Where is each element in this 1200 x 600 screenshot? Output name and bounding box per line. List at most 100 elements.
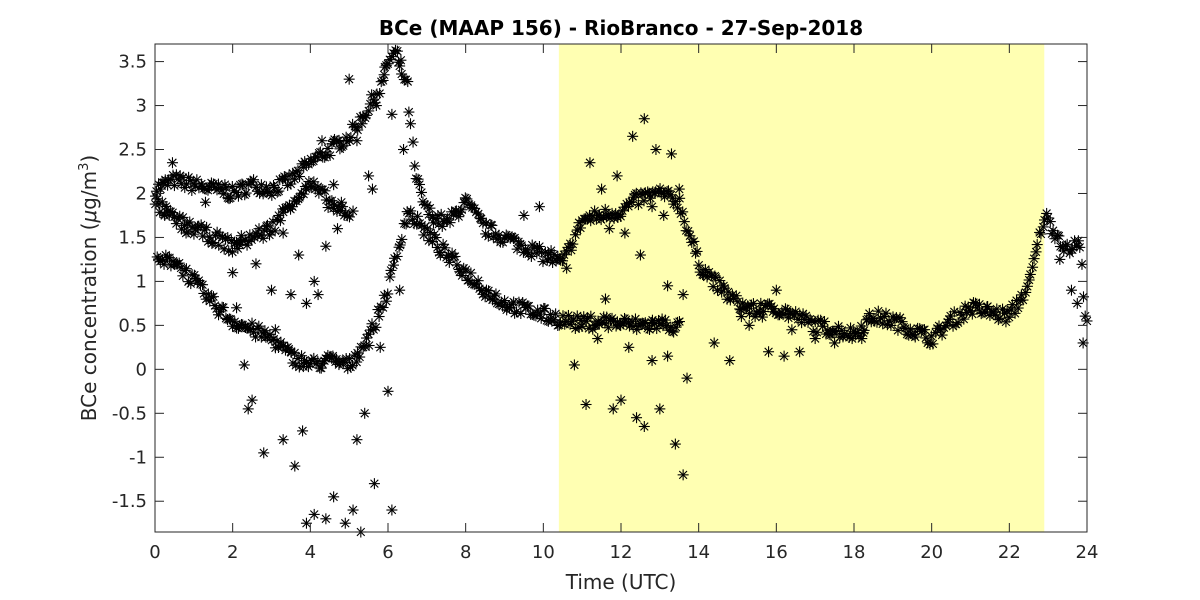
data-point bbox=[708, 337, 720, 349]
data-point bbox=[391, 250, 403, 262]
data-point bbox=[730, 290, 742, 302]
data-point bbox=[533, 201, 545, 213]
data-point bbox=[253, 320, 265, 332]
data-point bbox=[1031, 239, 1043, 251]
data-point bbox=[778, 350, 790, 362]
data-point bbox=[390, 44, 402, 56]
data-point bbox=[672, 202, 684, 214]
data-point bbox=[627, 130, 639, 142]
data-point bbox=[631, 412, 643, 424]
data-point bbox=[363, 340, 375, 352]
y-axis-label-main: BCe concentration ( bbox=[77, 223, 101, 422]
data-point bbox=[1054, 253, 1066, 265]
data-point bbox=[1053, 230, 1065, 242]
x-axis-label: Time (UTC) bbox=[565, 570, 677, 594]
x-tick-label: 8 bbox=[460, 542, 471, 563]
data-point bbox=[682, 225, 694, 237]
data-point bbox=[378, 69, 390, 81]
data-point bbox=[320, 240, 332, 252]
data-point bbox=[199, 196, 211, 208]
data-point bbox=[596, 183, 608, 195]
data-point bbox=[387, 259, 399, 271]
data-point bbox=[274, 215, 286, 227]
data-point bbox=[332, 223, 344, 235]
data-point bbox=[511, 306, 523, 318]
data-point bbox=[763, 346, 775, 358]
data-point bbox=[638, 113, 650, 125]
data-point bbox=[1074, 241, 1086, 253]
data-point bbox=[273, 185, 285, 197]
data-point bbox=[180, 227, 192, 239]
data-point bbox=[671, 316, 683, 328]
x-tick-label: 20 bbox=[920, 542, 943, 563]
data-point bbox=[523, 300, 535, 312]
data-point bbox=[623, 341, 635, 353]
data-point bbox=[439, 242, 451, 254]
data-point bbox=[550, 308, 562, 320]
data-point bbox=[794, 346, 806, 358]
data-point bbox=[545, 245, 557, 257]
data-point bbox=[248, 174, 260, 186]
data-point bbox=[197, 279, 209, 291]
y-tick-label: 1 bbox=[136, 271, 147, 292]
y-axis-label-mu: μ bbox=[77, 210, 101, 224]
data-point bbox=[659, 314, 671, 326]
data-point bbox=[611, 170, 623, 182]
data-point bbox=[809, 333, 821, 345]
data-point bbox=[394, 284, 406, 296]
y-tick-label: -1.5 bbox=[112, 491, 147, 512]
x-tick-label: 16 bbox=[765, 542, 788, 563]
data-point bbox=[380, 295, 392, 307]
data-point bbox=[670, 321, 682, 333]
data-point bbox=[1017, 294, 1029, 306]
data-point bbox=[257, 232, 269, 244]
y-axis-label-exp: 3 bbox=[77, 163, 92, 171]
data-point bbox=[269, 225, 281, 237]
x-tick-label: 18 bbox=[843, 542, 866, 563]
data-point bbox=[892, 324, 904, 336]
data-point bbox=[226, 246, 238, 258]
data-point bbox=[650, 144, 662, 156]
data-point bbox=[1028, 253, 1040, 265]
data-point bbox=[415, 186, 427, 198]
data-point bbox=[293, 249, 305, 261]
data-markers bbox=[149, 44, 1093, 538]
data-point bbox=[352, 124, 364, 136]
data-point bbox=[351, 434, 363, 446]
data-point bbox=[571, 224, 583, 236]
data-point bbox=[632, 199, 644, 211]
data-point bbox=[669, 438, 681, 450]
data-point bbox=[684, 230, 696, 242]
data-point bbox=[266, 284, 277, 296]
data-point bbox=[412, 173, 424, 185]
data-point bbox=[174, 170, 186, 182]
data-point bbox=[994, 312, 1006, 324]
data-point bbox=[724, 355, 736, 367]
data-point bbox=[668, 326, 680, 338]
x-axis: 0 2 4 6 8 10 12 14 16 18 20 22 24 bbox=[149, 44, 1098, 563]
data-point bbox=[424, 202, 436, 214]
data-point bbox=[368, 478, 380, 490]
data-point bbox=[592, 333, 604, 345]
y-tick-label: 2.5 bbox=[118, 140, 147, 161]
data-point bbox=[525, 250, 537, 262]
data-point bbox=[363, 105, 375, 117]
data-point bbox=[786, 324, 798, 336]
data-point bbox=[674, 192, 686, 204]
data-point bbox=[518, 209, 530, 221]
data-point bbox=[177, 211, 189, 223]
data-point bbox=[339, 517, 351, 529]
data-point bbox=[638, 420, 650, 432]
data-point bbox=[363, 170, 375, 182]
x-tick-label: 14 bbox=[687, 542, 710, 563]
data-point bbox=[343, 211, 355, 223]
data-point bbox=[242, 403, 254, 415]
data-point bbox=[430, 232, 442, 244]
data-point bbox=[1044, 216, 1056, 228]
data-point bbox=[1020, 286, 1032, 298]
data-point bbox=[677, 289, 689, 301]
data-point bbox=[562, 309, 574, 321]
data-point bbox=[1024, 268, 1036, 280]
data-point bbox=[603, 223, 615, 235]
